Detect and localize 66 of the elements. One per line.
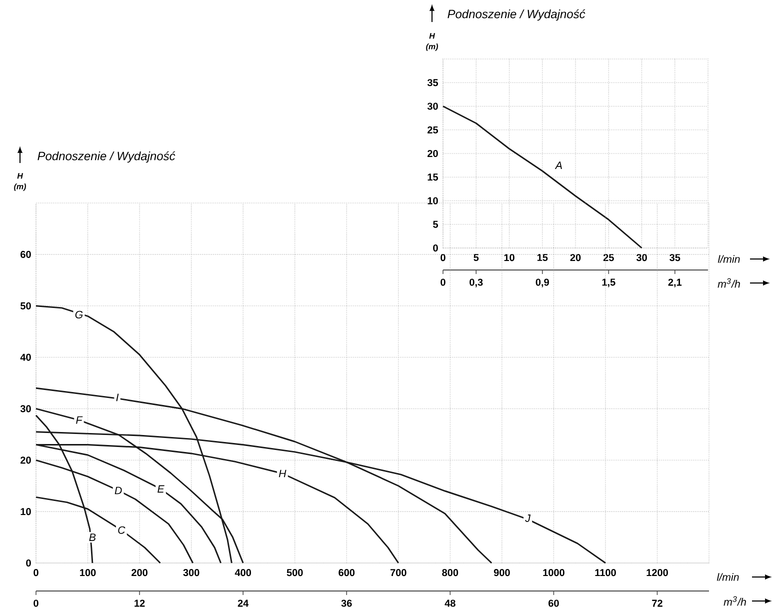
x-tick-label: 900 (494, 569, 510, 576)
annotation: E (158, 485, 164, 493)
x-tick-label: 0 (440, 254, 446, 262)
x2-tick-label: 36 (341, 600, 352, 607)
annotation: G (75, 310, 83, 318)
y-tick-label: 40 (20, 354, 31, 361)
x2-tick-label: 2,1 (668, 278, 682, 288)
y-tick-label: 10 (428, 197, 438, 204)
y-tick-label: 20 (20, 456, 31, 464)
x2-tick-label: 0 (34, 600, 38, 607)
line-series (442, 106, 642, 249)
y-tick-label: 15 (428, 174, 438, 181)
annotation: A (554, 162, 562, 169)
x-tick-label: 15 (537, 254, 548, 262)
y-tick-label: 0 (433, 244, 438, 252)
x-tick-label: 300 (183, 569, 200, 576)
x-tick-label: 1200 (646, 569, 668, 576)
x2-tick-label: 0,9 (536, 278, 549, 288)
x-tick-label: 1000 (543, 569, 564, 576)
x2-tick-label: 24 (238, 600, 249, 607)
annotation: J (525, 514, 531, 522)
chart-title: Podnoszenie / Wydajność (448, 9, 586, 21)
annotation: F (76, 416, 83, 424)
x-tick-label: 35 (670, 254, 680, 262)
x-tick-label: 0 (34, 569, 38, 576)
x2-tick-label: 0 (440, 278, 446, 286)
x-tick-label: 600 (338, 569, 355, 576)
x2-tick-label: 1,5 (602, 278, 616, 288)
y-tick-label: 0 (26, 559, 31, 567)
y-tick-label: 20 (428, 150, 438, 158)
y-axis-title: H (m) (14, 173, 26, 191)
x2-axis-title: m$^{3}$/h (724, 596, 746, 606)
y-tick-label: 25 (428, 126, 438, 134)
annotation: B (89, 534, 96, 541)
y-tick-label: 10 (20, 508, 31, 516)
x2-tick-label: 72 (652, 600, 662, 607)
annotation: H (278, 470, 286, 478)
annotation: C (118, 526, 126, 534)
chart-title: Podnoszenie / Wydajność (38, 151, 176, 163)
x2-tick-label: 60 (548, 600, 559, 607)
y-tick-label: 60 (20, 250, 31, 258)
x-tick-label: 20 (570, 254, 581, 262)
y-tick-label: 35 (427, 79, 438, 86)
y-tick-label: 50 (20, 302, 31, 310)
x-tick-label: 5 (474, 254, 479, 262)
x-axis-title: l/min (718, 255, 740, 263)
x-tick-label: 100 (80, 569, 96, 576)
x-tick-label: 10 (504, 254, 514, 262)
x-tick-label: 1100 (595, 569, 616, 576)
x-tick-label: 25 (603, 254, 614, 262)
annotation: D (114, 486, 122, 494)
y-tick-label: 30 (427, 102, 438, 110)
x2-tick-label: 0,3 (470, 278, 483, 288)
y-tick-label: 30 (20, 405, 31, 412)
y-tick-label: 5 (433, 220, 438, 228)
x2-tick-label: 48 (444, 600, 456, 607)
x-tick-label: 800 (442, 569, 458, 576)
y-axis-title: H (m) (426, 33, 438, 51)
x2-axis-title: m$^{3}$/h (718, 278, 740, 288)
x-tick-label: 700 (390, 569, 406, 576)
x-axis-title: l/min (716, 573, 739, 581)
x2-tick-label: 12 (134, 600, 145, 607)
x-tick-label: 400 (234, 569, 252, 576)
x-tick-label: 200 (132, 569, 148, 576)
x-tick-label: 500 (286, 569, 303, 576)
x-tick-label: 30 (636, 254, 647, 262)
